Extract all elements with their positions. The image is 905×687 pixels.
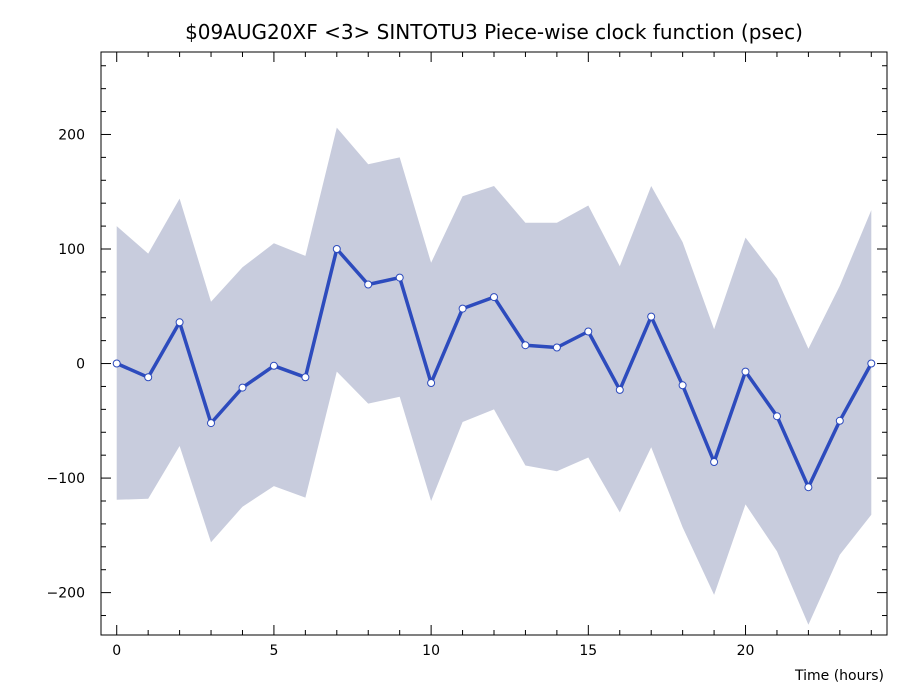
y-tick-label: 0: [76, 357, 85, 373]
data-point: [458, 304, 467, 313]
data-point: [238, 383, 247, 392]
data-point: [364, 280, 373, 289]
y-tick-label: −200: [47, 586, 85, 602]
data-point: [615, 385, 624, 394]
data-point: [804, 483, 813, 492]
chart-title: $09AUG20XF <3> SINTOTU3 Piece-wise clock…: [185, 20, 803, 44]
y-axis-tick-labels: −200 −100 0 100 200: [47, 128, 85, 602]
data-point: [490, 293, 498, 302]
y-tick-label: 200: [58, 128, 85, 144]
y-tick-label: 100: [58, 242, 85, 258]
data-point: [144, 373, 153, 382]
data-point: [867, 359, 876, 368]
data-point: [427, 379, 436, 387]
data-point: [175, 318, 184, 327]
axis-ticks: [101, 52, 887, 635]
x-axis-label: Time (hours): [794, 668, 884, 684]
data-point: [112, 359, 121, 368]
data-point: [741, 367, 750, 376]
data-point: [647, 312, 656, 321]
data-point: [301, 373, 310, 382]
data-point: [835, 416, 844, 425]
x-tick-label: 20: [737, 643, 755, 659]
x-tick-label: 10: [422, 643, 440, 659]
data-point: [584, 327, 593, 336]
data-point: [395, 273, 404, 282]
data-point: [678, 381, 687, 390]
plot-area: [112, 127, 876, 625]
data-point: [207, 419, 215, 428]
data-point: [710, 458, 719, 466]
data-point: [773, 412, 781, 421]
x-axis-tick-labels: 0 5 10 15 20: [112, 643, 754, 659]
uncertainty-band: [116, 127, 872, 625]
x-tick-label: 5: [269, 643, 278, 659]
x-tick-label: 15: [579, 643, 597, 659]
data-point: [552, 343, 561, 352]
data-point: [332, 245, 341, 253]
data-point: [521, 341, 530, 350]
x-tick-label: 0: [112, 643, 121, 659]
y-tick-label: −100: [47, 471, 85, 487]
data-point: [269, 361, 278, 370]
